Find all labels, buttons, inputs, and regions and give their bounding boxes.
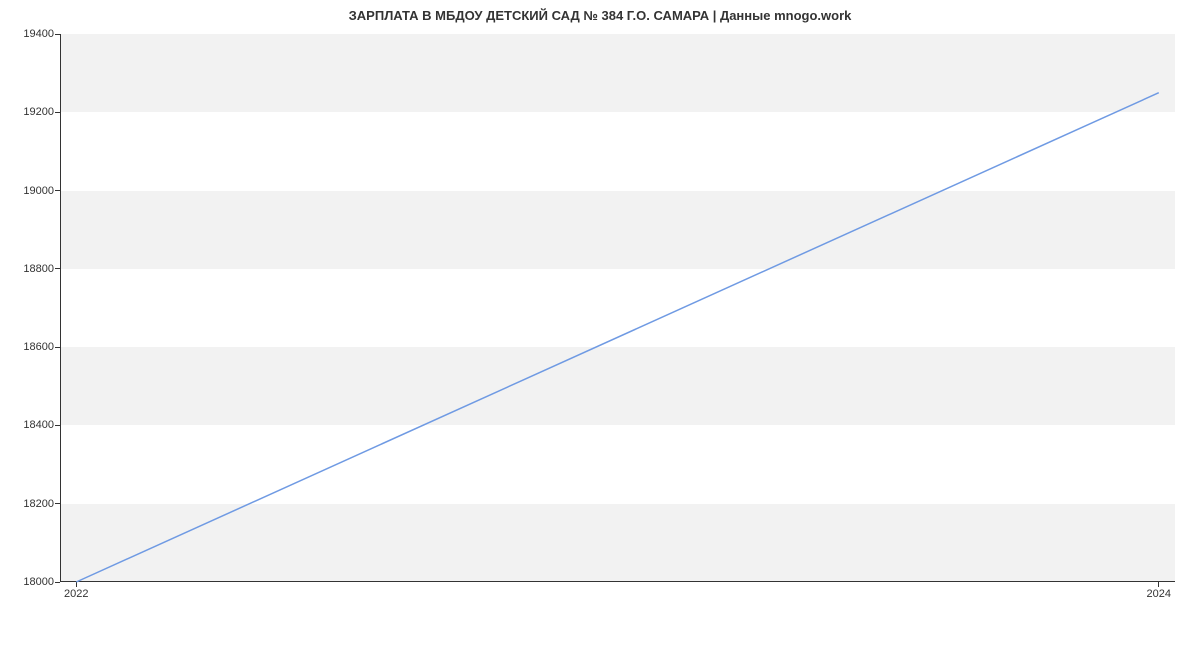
plot-area: 1800018200184001860018800190001920019400… — [60, 34, 1175, 582]
y-tick-label: 18200 — [23, 498, 60, 510]
x-tick-label: 2024 — [1147, 582, 1171, 600]
x-tick-label: 2022 — [64, 582, 88, 600]
y-tick-label: 18400 — [23, 419, 60, 431]
y-tick-label: 18600 — [23, 341, 60, 353]
y-tick-label: 18800 — [23, 263, 60, 275]
chart-title: ЗАРПЛАТА В МБДОУ ДЕТСКИЙ САД № 384 Г.О. … — [0, 8, 1200, 23]
y-tick-label: 19200 — [23, 106, 60, 118]
y-tick-label: 19000 — [23, 185, 60, 197]
line-layer — [60, 34, 1175, 582]
y-tick-label: 19400 — [23, 28, 60, 40]
series-line-salary — [76, 93, 1159, 582]
salary-chart: ЗАРПЛАТА В МБДОУ ДЕТСКИЙ САД № 384 Г.О. … — [0, 0, 1200, 650]
y-tick-label: 18000 — [23, 576, 60, 588]
